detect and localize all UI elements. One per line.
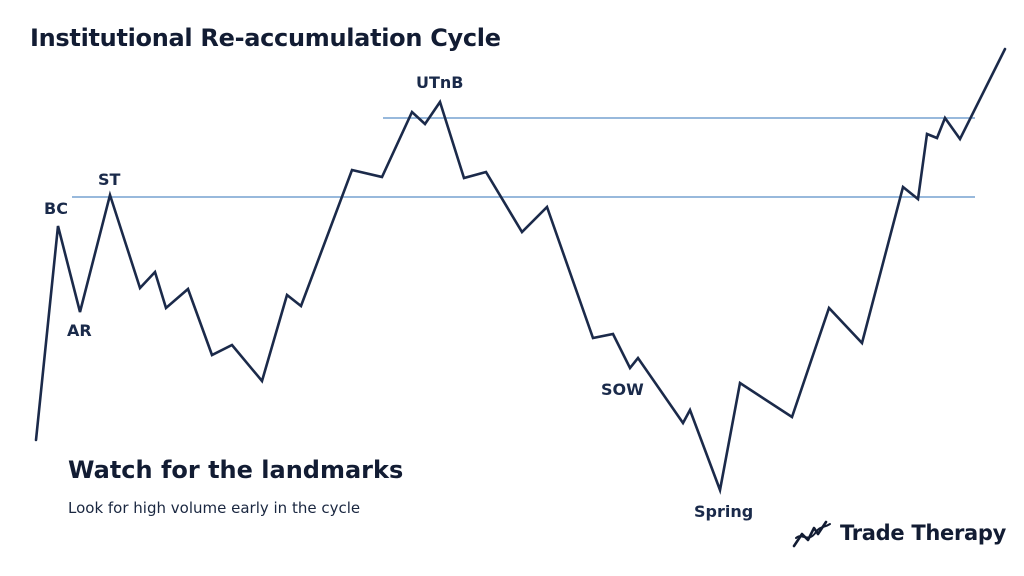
footer-heading: Watch for the landmarks <box>68 456 404 484</box>
landmark-st-label: ST <box>98 170 121 189</box>
landmark-utnb-label: UTnB <box>416 73 464 92</box>
landmark-spring-label: Spring <box>694 502 753 521</box>
landmark-bc-label: BC <box>44 199 68 218</box>
landmark-sow-label: SOW <box>601 380 644 399</box>
price-path <box>34 47 1007 495</box>
trend-line-logo-icon <box>792 520 831 548</box>
landmark-ar-label: AR <box>67 321 92 340</box>
footer-subheading: Look for high volume early in the cycle <box>68 499 361 517</box>
brand-logo: Trade Therapy <box>792 518 1006 548</box>
brand-name: Trade Therapy <box>840 521 1006 545</box>
page-title: Institutional Re-accumulation Cycle <box>30 24 501 52</box>
